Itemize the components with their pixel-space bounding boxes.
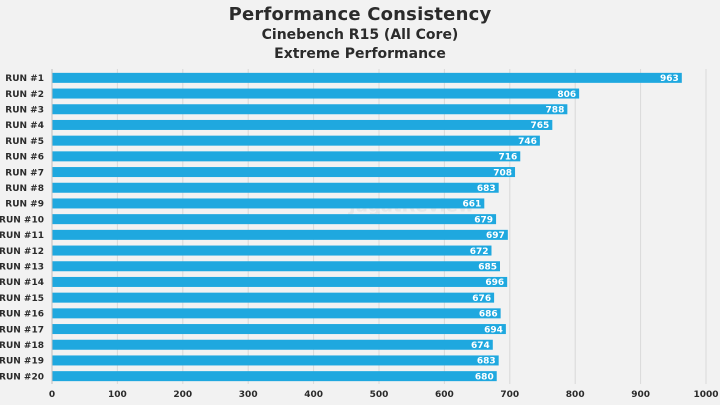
category-label: RUN #17: [0, 325, 44, 335]
bar-value-label: 683: [477, 184, 496, 194]
bar: [52, 198, 485, 209]
category-label: RUN #6: [5, 153, 44, 163]
bar: [52, 104, 568, 115]
bar-value-label: 788: [546, 105, 565, 115]
bar: [52, 151, 521, 162]
category-label: RUN #10: [0, 215, 44, 225]
x-tick-label: 0: [49, 390, 55, 400]
category-label: RUN #1: [5, 74, 44, 84]
x-tick-label: 700: [500, 390, 519, 400]
category-label: RUN #15: [0, 294, 44, 304]
chart-title: Performance Consistency: [228, 4, 492, 25]
category-label: RUN #4: [5, 121, 44, 131]
bar: [52, 276, 508, 287]
bar: [52, 72, 682, 83]
bar: [52, 245, 492, 256]
category-label: RUN #13: [0, 262, 44, 272]
bar-value-label: 685: [478, 262, 497, 272]
chart-subtitle: Cinebench R15 (All Core): [261, 27, 459, 43]
bar: [52, 339, 493, 350]
bar-value-label: 679: [474, 215, 493, 225]
bar: [52, 308, 501, 319]
x-tick-label: 900: [631, 390, 650, 400]
bar-value-label: 696: [485, 278, 504, 288]
bar-value-label: 672: [470, 247, 489, 257]
bar: [52, 167, 516, 178]
category-label: RUN #3: [5, 105, 44, 115]
bar: [52, 324, 506, 335]
bar-value-label: 708: [493, 168, 512, 178]
x-tick-label: 600: [435, 390, 454, 400]
bar-value-label: 676: [472, 294, 491, 304]
x-tick-label: 800: [566, 390, 585, 400]
bar-value-label: 674: [471, 341, 490, 351]
chart-subtitle-2: Extreme Performance: [274, 46, 446, 62]
bar-value-label: 661: [462, 200, 481, 210]
bar-value-label: 806: [557, 90, 576, 100]
bar: [52, 119, 553, 130]
bar-value-label: 746: [518, 137, 537, 147]
bar-value-label: 694: [484, 325, 503, 335]
bar: [52, 229, 508, 240]
category-label: RUN #5: [5, 137, 44, 147]
bar: [52, 292, 495, 303]
x-tick-label: 400: [304, 390, 323, 400]
category-label: RUN #14: [0, 278, 44, 288]
bar-value-label: 765: [531, 121, 550, 131]
bar: [52, 371, 497, 382]
category-label: RUN #18: [0, 341, 44, 351]
category-label: RUN #16: [0, 310, 44, 320]
category-label: RUN #2: [5, 90, 44, 100]
category-label: RUN #19: [0, 357, 44, 367]
category-label: RUN #7: [5, 168, 44, 178]
category-label: RUN #20: [0, 372, 44, 382]
bar-value-label: 683: [477, 357, 496, 367]
bar-value-label: 686: [479, 310, 498, 320]
x-tick-label: 1000: [693, 390, 718, 400]
bar: [52, 88, 580, 99]
grid-lines: [51, 69, 707, 384]
bar: [52, 261, 500, 272]
bar: [52, 355, 499, 366]
x-axis: 0 100 200 300 400 500 600 700 800 900 1000 RUN #1 RU…: [0, 69, 719, 400]
bar-value-label: 716: [498, 153, 517, 163]
x-tick-label: 500: [370, 390, 389, 400]
bar: [52, 135, 540, 146]
x-tick-label: 300: [239, 390, 258, 400]
x-tick-label: 200: [173, 390, 192, 400]
category-label: RUN #11: [0, 231, 44, 241]
category-label: RUN #9: [5, 200, 44, 210]
bar: [52, 214, 497, 225]
x-tick-label: 100: [108, 390, 127, 400]
category-label: RUN #12: [0, 247, 44, 257]
bar-value-label: 680: [475, 372, 494, 382]
bar: [52, 182, 499, 193]
category-label: RUN #8: [5, 184, 44, 194]
bar-value-label: 697: [486, 231, 505, 241]
bar-value-label: 963: [660, 74, 679, 84]
